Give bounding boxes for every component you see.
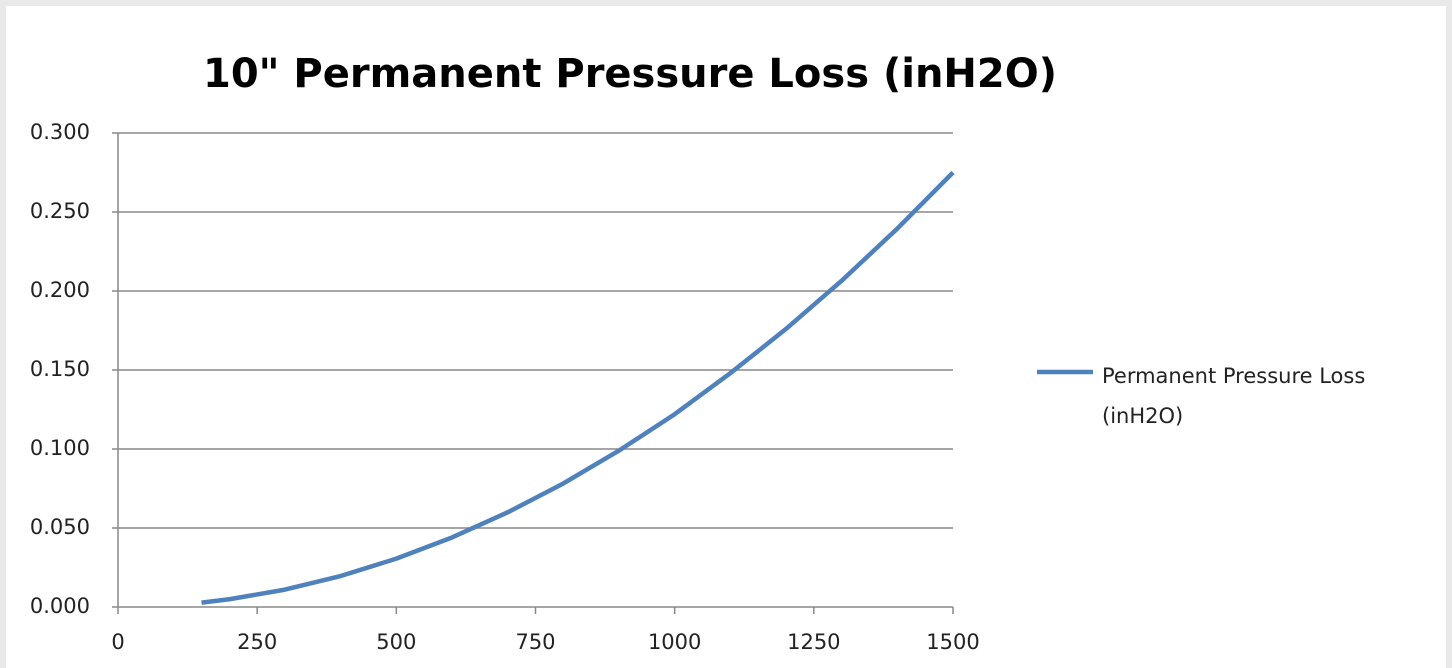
y-tick-label: 0.300	[30, 120, 90, 144]
y-tick-label: 0.050	[30, 515, 90, 539]
chart: 10" Permanent Pressure Loss (inH2O) 0.00…	[30, 51, 1093, 654]
data-line	[201, 170, 955, 605]
y-tick-label: 0.150	[30, 357, 90, 381]
x-tick-label: 500	[376, 630, 416, 654]
y-tick-label: 0.100	[30, 436, 90, 460]
x-tick-label: 1250	[787, 630, 840, 654]
chart-title: 10" Permanent Pressure Loss (inH2O)	[203, 51, 1057, 97]
y-tick-label: 0.200	[30, 278, 90, 302]
x-tick-label: 750	[515, 630, 555, 654]
x-tick-label: 1000	[648, 630, 701, 654]
chart-area: 10" Permanent Pressure Loss (inH2O) 0.00…	[6, 6, 1446, 668]
x-tick-label: 1500	[926, 630, 979, 654]
x-tick-label: 0	[111, 630, 124, 654]
legend-label: Permanent Pressure Loss (inH2O)	[1102, 364, 1366, 428]
x-tick-label: 250	[237, 630, 277, 654]
y-tick-label: 0.000	[30, 594, 90, 618]
y-tick-label: 0.250	[30, 199, 90, 223]
